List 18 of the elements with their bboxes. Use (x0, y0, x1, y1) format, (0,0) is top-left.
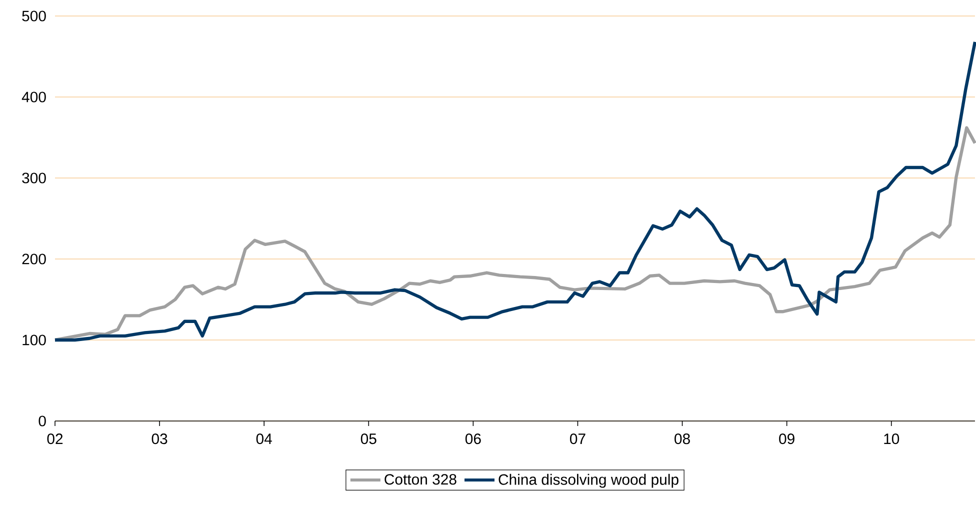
y-tick-label: 200 (22, 254, 46, 264)
y-tick-label: 500 (22, 10, 46, 22)
y-tick-label: 100 (22, 334, 46, 346)
legend-label: China dissolving wood pulp (498, 474, 678, 488)
y-tick-label: 400 (22, 92, 46, 102)
x-tick-label: 04 (256, 434, 272, 444)
y-tick-label: 0 (38, 416, 46, 426)
x-tick-label: 08 (674, 434, 690, 444)
x-tick-label: 06 (465, 434, 481, 444)
x-tick-label: 05 (360, 434, 376, 444)
y-tick-label: 300 (22, 172, 46, 184)
legend-label: Cotton 328 (384, 474, 456, 485)
x-tick-label: 07 (570, 434, 586, 444)
x-tick-label: 10 (884, 434, 900, 444)
line-series (53, 40, 976, 342)
x-tick-label: 02 (47, 434, 63, 444)
x-tick-label: 09 (779, 434, 794, 444)
x-tick-label: 03 (152, 434, 168, 444)
